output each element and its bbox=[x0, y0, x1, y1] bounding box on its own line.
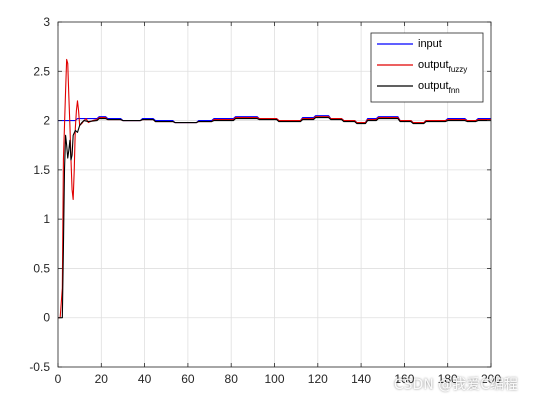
y-tick-label: 0.5 bbox=[33, 261, 50, 275]
x-tick-label: 80 bbox=[225, 372, 239, 386]
y-tick-label: 2.5 bbox=[33, 64, 50, 78]
x-tick-label: 60 bbox=[181, 372, 195, 386]
x-tick-label: 100 bbox=[264, 372, 284, 386]
ticks: 0 20 40 60 80 100 120 140 160 180 200 -0.5 0 0.5 1 1.5 2… bbox=[29, 15, 501, 386]
y-tick-label: 0 bbox=[43, 311, 50, 325]
x-tick-label: 20 bbox=[95, 372, 109, 386]
series-layer bbox=[58, 58, 491, 319]
x-tick-label: 40 bbox=[138, 372, 152, 386]
x-tick-label: 180 bbox=[438, 372, 458, 386]
series-line-fnn bbox=[58, 117, 491, 319]
y-tick-label: -0.5 bbox=[29, 360, 50, 374]
y-tick-label: 1.5 bbox=[33, 163, 50, 177]
x-tick-label: 140 bbox=[351, 372, 371, 386]
watermark: CSDN @我爱C编程 bbox=[393, 377, 518, 393]
x-tick-label: 0 bbox=[55, 372, 62, 386]
y-tick-label: 1 bbox=[43, 212, 50, 226]
y-tick-label: 2 bbox=[43, 114, 50, 128]
x-tick-label: 160 bbox=[394, 372, 414, 386]
legend-entry-subscript: fuzzy bbox=[449, 65, 468, 74]
legend-entry: input bbox=[418, 38, 442, 50]
legend-entry-subscript: fnn bbox=[449, 86, 460, 95]
x-tick-label: 120 bbox=[308, 372, 328, 386]
y-tick-label: 3 bbox=[43, 15, 50, 29]
x-tick-label: 200 bbox=[481, 372, 501, 386]
